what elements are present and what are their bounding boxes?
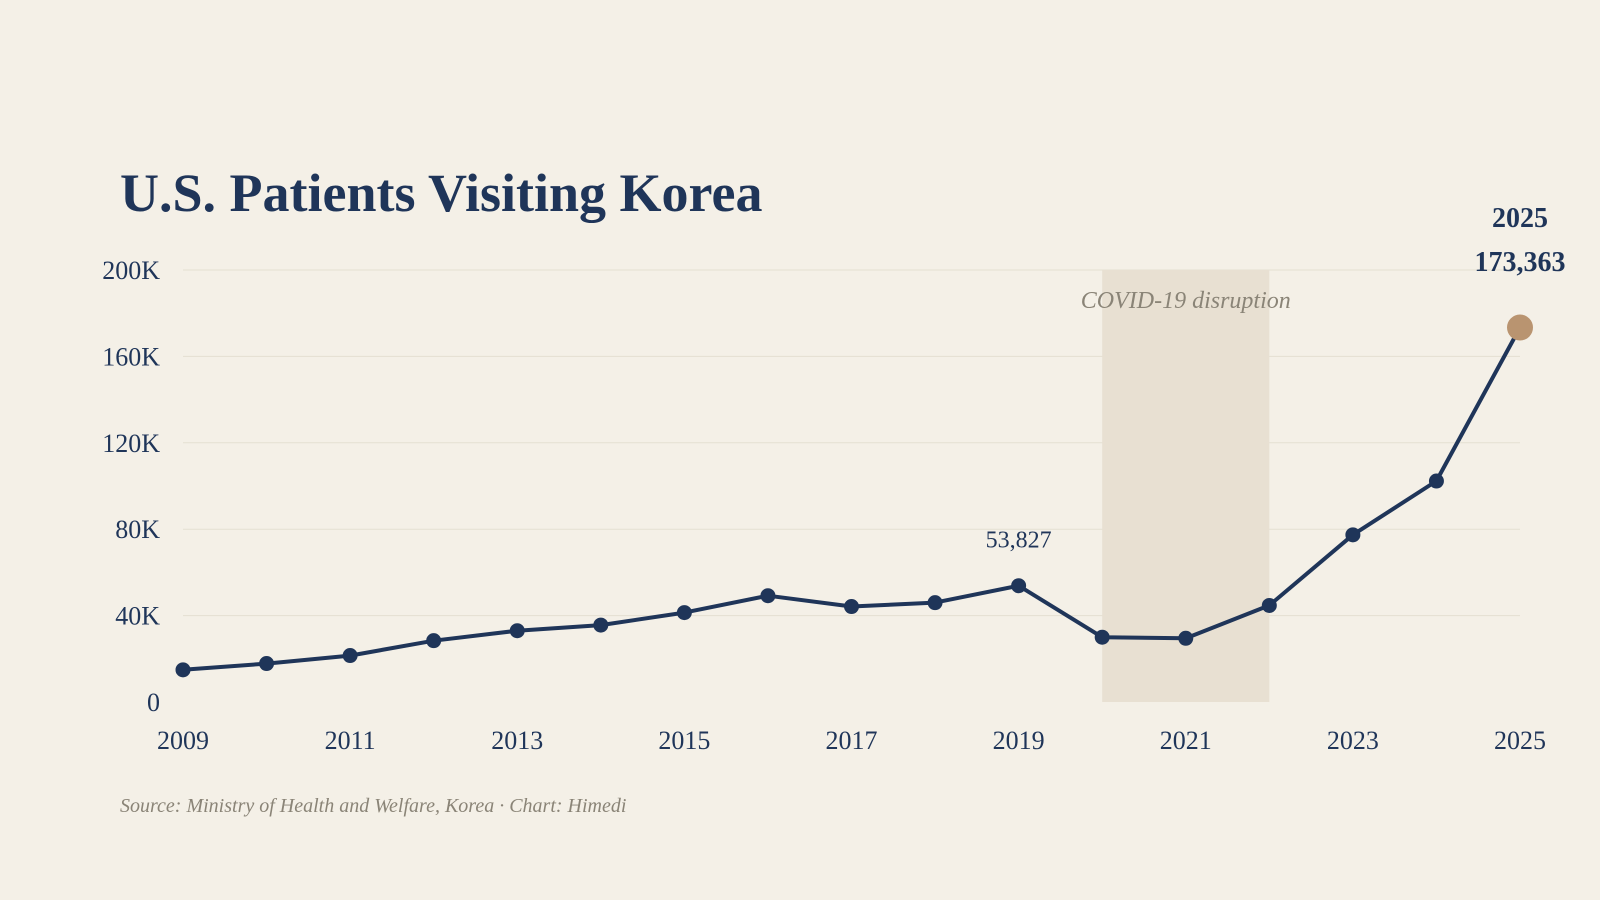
data-point <box>1178 630 1194 646</box>
y-tick-label: 0 <box>147 688 160 717</box>
x-tick-label: 2011 <box>325 726 376 755</box>
y-tick-label: 40K <box>115 602 160 631</box>
data-point <box>760 588 776 604</box>
y-tick-label: 120K <box>102 429 160 458</box>
data-point <box>593 617 609 633</box>
final-value-label: 173,363 <box>1475 247 1566 278</box>
chart-title: U.S. Patients Visiting Korea <box>120 163 763 223</box>
annotations: 53,827 2025 173,363 <box>986 203 1566 554</box>
data-point <box>259 656 275 672</box>
y-tick-label: 160K <box>102 342 160 371</box>
data-point <box>509 623 525 639</box>
x-tick-label: 2015 <box>658 726 710 755</box>
covid-band-rect <box>1102 270 1270 702</box>
data-points <box>175 314 1533 678</box>
data-point <box>1011 578 1027 594</box>
final-year-label: 2025 <box>1492 203 1548 234</box>
covid-band: COVID-19 disruption <box>1081 270 1291 702</box>
data-point <box>426 633 442 649</box>
series-line <box>181 325 1522 672</box>
x-tick-label: 2021 <box>1160 726 1212 755</box>
x-tick-label: 2023 <box>1327 726 1379 755</box>
x-tick-label: 2017 <box>826 726 878 755</box>
source-note: Source: Ministry of Health and Welfare, … <box>120 795 626 817</box>
data-point <box>844 599 859 615</box>
y-axis: 0 40K 80K 120K 160K 200K <box>102 256 160 717</box>
data-point <box>342 648 358 664</box>
data-point <box>927 595 943 611</box>
y-tick-label: 80K <box>115 515 160 544</box>
grid <box>183 269 1520 617</box>
x-tick-label: 2025 <box>1494 726 1546 755</box>
x-tick-label: 2009 <box>157 726 209 755</box>
x-tick-label: 2013 <box>491 726 543 755</box>
data-point <box>1261 597 1277 613</box>
y-tick-label: 200K <box>102 256 160 285</box>
covid-band-label: COVID-19 disruption <box>1081 288 1291 314</box>
x-tick-label: 2019 <box>993 726 1045 755</box>
x-axis: 2009 2011 2013 2015 2017 2019 2021 2023 2025 <box>157 726 1546 755</box>
data-point <box>175 662 191 678</box>
data-point <box>1094 629 1110 645</box>
data-point <box>1345 527 1361 543</box>
final-data-point <box>1507 314 1533 341</box>
data-point <box>1428 473 1444 489</box>
data-point <box>676 605 692 621</box>
peak-2019-label: 53,827 <box>986 528 1052 554</box>
